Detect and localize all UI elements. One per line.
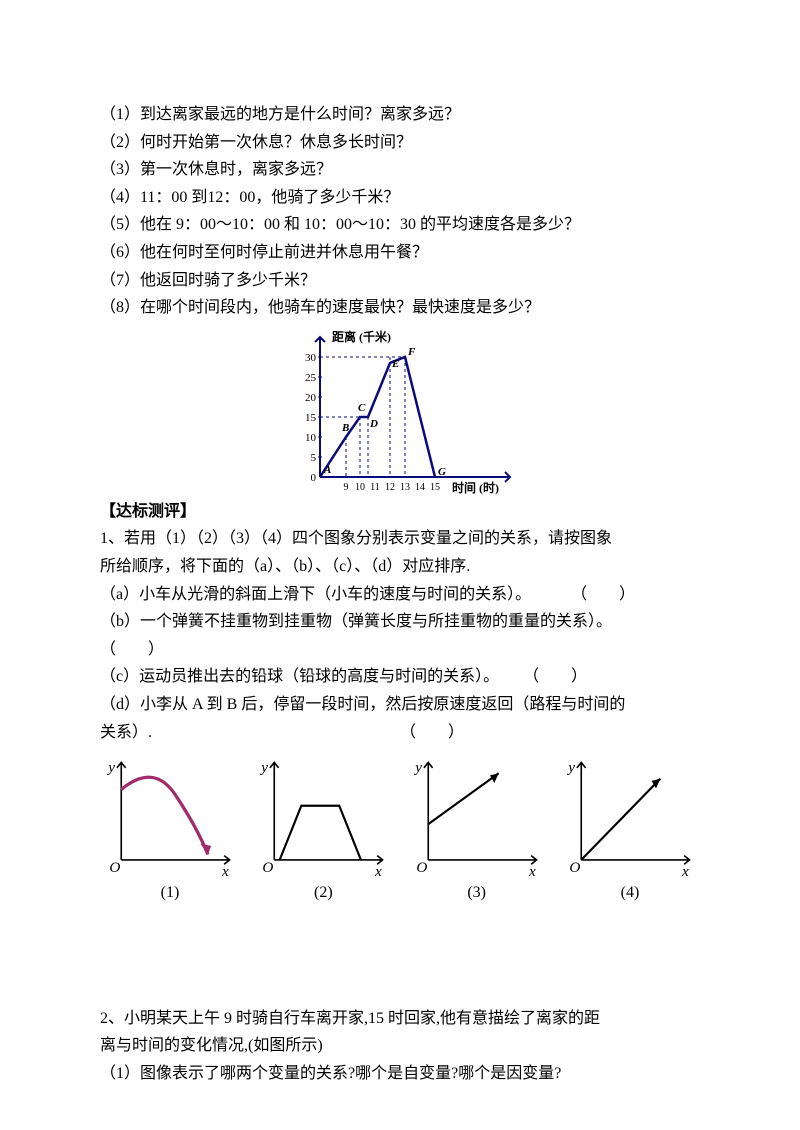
svg-text:y: y [413,759,422,776]
svg-text:x: x [681,863,689,876]
mini-chart-row: y x O (1) y x O (2) [100,757,700,906]
q1-item-d-line2: 关系）. （ ） [100,720,700,746]
svg-text:y: y [106,759,115,776]
q2-line: （1）图像表示了哪两个变量的关系?哪个是自变量?哪个是因变量? [100,1061,700,1087]
svg-text:B: B [341,422,349,434]
q2-line: 离与时间的变化情况,(如图所示) [100,1033,700,1059]
q1-item-b-blank: （ ） [100,637,700,663]
svg-text:x: x [221,863,229,876]
svg-text:25: 25 [305,372,317,384]
distance-time-chart: 0 5 10 15 20 25 30 9 10 11 12 13 14 15 [280,327,520,497]
mini-chart-3: y x O (3) [407,757,547,906]
mini-chart-3-label: (3) [407,880,547,906]
question-item: （7）他返回时骑了多少千米？ [100,268,700,294]
q1-intro-line: 1、若用（1）（2）（3）（4）四个图象分别表示变量之间的关系，请按图象 [100,526,700,552]
svg-text:G: G [438,466,446,478]
svg-text:F: F [407,346,416,358]
svg-text:20: 20 [305,392,317,404]
blank[interactable]: （ ） [571,586,635,603]
svg-text:x: x [374,863,382,876]
q1-item-a: （a）小车从光滑的斜面上滑下（小车的速度与时间的关系）。 （ ） [100,582,700,608]
mini-chart-4-label: (4) [560,880,700,906]
svg-text:10: 10 [305,432,317,444]
svg-text:C: C [358,402,366,414]
q1-item-c: （c）运动员推出去的铅球（铅球的高度与时间的关系）。 （ ） [100,664,700,690]
svg-text:15: 15 [305,412,317,424]
svg-text:30: 30 [305,352,317,364]
section-header: 【达标测评】 [100,499,700,525]
q1-intro-line: 所给顺序，将下面的（a）、（b）、（c）、（d）对应排序. [100,554,700,580]
svg-text:5: 5 [311,452,317,464]
mini-chart-2: y x O (2) [253,757,393,906]
blank[interactable]: （ ） [523,668,587,685]
svg-text:A: A [323,464,331,476]
svg-text:O: O [569,859,580,876]
svg-text:11: 11 [370,482,380,493]
svg-text:12: 12 [385,482,395,493]
mini-chart-4: y x O (4) [560,757,700,906]
q2-line: 2、小明某天上午 9 时骑自行车离开家,15 时回家,他有意描绘了离家的距 [100,1006,700,1032]
question-item: （3）第一次休息时，离家多远？ [100,157,700,183]
q1-item-b: （b）一个弹簧不挂重物到挂重物（弹簧长度与所挂重物的重量的关系）。 [100,609,700,635]
question-item: （4）11：00 到12：00，他骑了多少千米？ [100,185,700,211]
svg-text:O: O [263,859,274,876]
question-item: （5）他在 9：00～10：00 和 10：00～10：30 的平均速度各是多少… [100,212,700,238]
svg-text:D: D [369,418,378,430]
svg-text:10: 10 [355,482,365,493]
blank[interactable]: （ ） [100,641,164,658]
svg-text:E: E [391,358,399,370]
y-axis-label: 距离 (千米) [332,329,391,344]
mini-chart-2-label: (2) [253,880,393,906]
svg-text:x: x [528,863,536,876]
blank[interactable]: （ ） [400,724,464,741]
question-item: （2）何时开始第一次休息？休息多长时间？ [100,130,700,156]
x-axis-label: 时间 (时) [452,480,499,495]
q1-item-d: （d）小李从 A 到 B 后，停留一段时间，然后按原速度返回（路程与时间的 [100,692,700,718]
svg-text:0: 0 [311,472,317,484]
svg-text:O: O [416,859,427,876]
mini-chart-1: y x O (1) [100,757,240,906]
question-item: （8）在哪个时间段内，他骑车的速度最快？最快速度是多少？ [100,295,700,321]
svg-text:y: y [566,759,575,776]
question-item: （6）他在何时至何时停止前进并休息用午餐？ [100,240,700,266]
svg-text:O: O [109,859,120,876]
svg-text:14: 14 [415,482,425,493]
svg-text:13: 13 [400,482,410,493]
question-item: （1）到达离家最远的地方是什么时间？离家多远？ [100,102,700,128]
svg-text:y: y [260,759,269,776]
svg-text:15: 15 [430,482,440,493]
svg-text:9: 9 [344,482,349,493]
mini-chart-1-label: (1) [100,880,240,906]
